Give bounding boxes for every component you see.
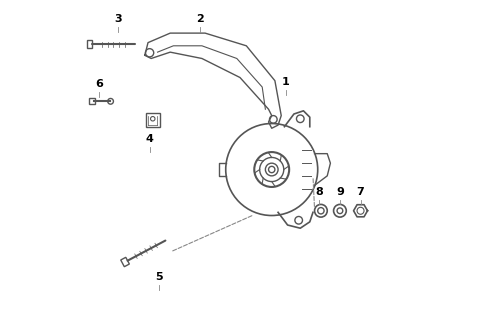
Text: 9: 9	[336, 187, 344, 197]
Text: 7: 7	[357, 187, 364, 197]
Text: 4: 4	[145, 134, 154, 144]
Text: 2: 2	[196, 14, 204, 24]
Text: 5: 5	[156, 272, 163, 282]
Text: 6: 6	[95, 79, 103, 89]
Text: 8: 8	[315, 187, 323, 197]
Text: 3: 3	[114, 14, 122, 24]
Text: 1: 1	[282, 77, 290, 87]
